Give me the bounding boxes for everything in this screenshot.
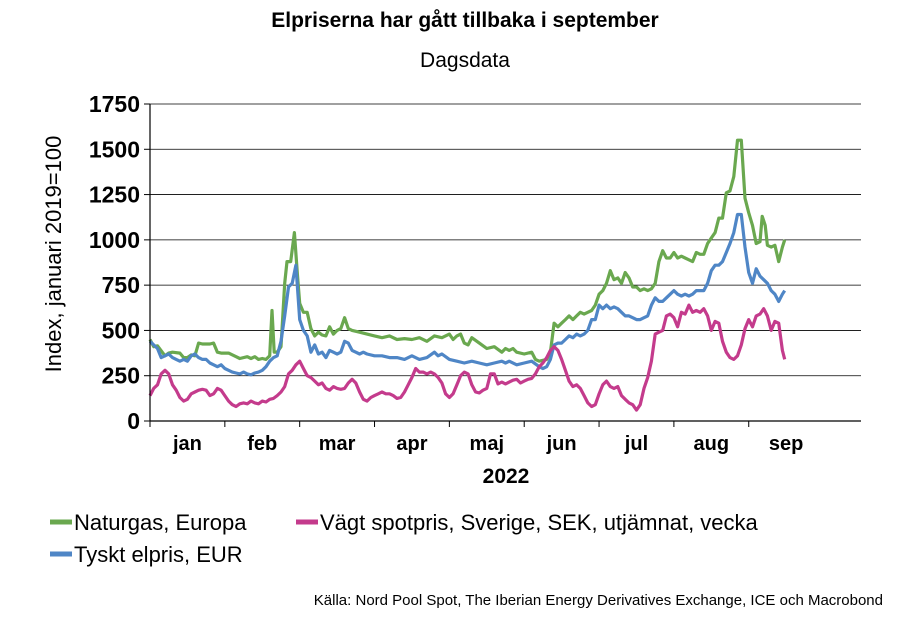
series-line-3 [148,212,787,377]
y-axis-label: Index, januari 2019=100 [41,136,66,373]
x-tick-label: jul [624,433,648,455]
legend-label: Naturgas, Europa [74,510,247,535]
legend-label: Tyskt elpris, EUR [74,542,243,567]
x-axis-year-label: 2022 [483,465,530,488]
chart-title: Elpriserna har gått tillbaka i september [271,9,658,32]
y-tick-labels: 0 250 500 750 1000 1250 1500 1750 [89,91,140,434]
y-tick-label: 1250 [89,182,140,208]
x-tick-label: mar [319,433,356,455]
y-tick-label: 0 [127,408,140,434]
x-tick-labels: jan feb mar apr maj jun jul aug sep [149,421,803,455]
gridlines [144,103,861,422]
x-tick-label: sep [769,433,803,455]
y-tick-label: 1750 [89,91,140,117]
y-tick-label: 750 [102,272,140,298]
source-note: Källa: Nord Pool Spot, The Iberian Energ… [314,592,883,609]
x-tick-label: apr [396,433,427,455]
x-tick-label: maj [470,433,504,455]
series-lines [148,138,787,412]
series-line-2 [148,303,787,412]
x-tick-label: aug [694,433,730,455]
y-tick-label: 1000 [89,227,140,253]
legend-label: Vägt spotpris, Sverige, SEK, utjämnat, v… [320,510,759,535]
y-tick-label: 250 [102,363,140,389]
x-tick-label: jan [172,433,202,455]
x-tick-label: jun [546,433,577,455]
x-tick-label: feb [247,433,277,455]
y-tick-label: 500 [102,317,140,343]
chart-subtitle: Dagsdata [420,49,510,72]
legend: Naturgas, Europa Vägt spotpris, Sverige, … [50,510,759,567]
series-line-1 [148,138,787,363]
y-tick-label: 1500 [89,136,140,162]
